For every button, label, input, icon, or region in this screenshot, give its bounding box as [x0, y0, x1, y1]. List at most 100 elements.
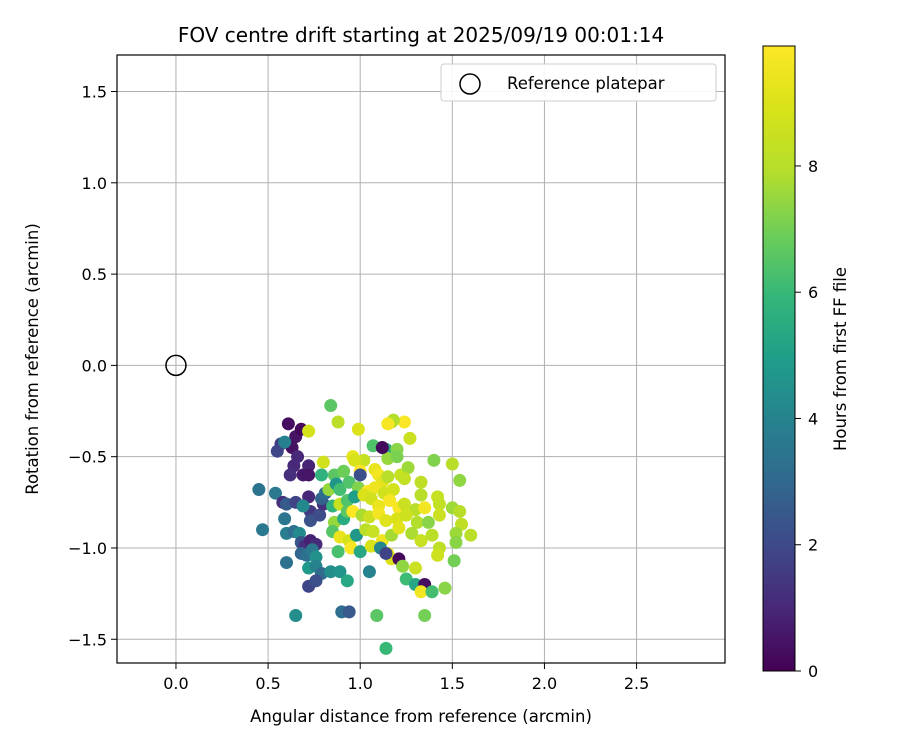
- colorbar-tick-label: 0: [808, 662, 818, 681]
- y-axis-label: Rotation from reference (arcmin): [23, 223, 42, 495]
- data-point: [414, 534, 428, 548]
- colorbar-label: Hours from first FF file: [831, 267, 850, 451]
- data-point: [370, 609, 384, 623]
- legend-marker: [459, 73, 481, 95]
- colorbar-tick-label: 8: [808, 157, 818, 176]
- x-axis-label: Angular distance from reference (arcmin): [250, 707, 592, 726]
- data-point: [453, 473, 467, 487]
- data-point: [270, 444, 284, 458]
- data-point: [291, 450, 305, 464]
- x-tick-label: 2.5: [624, 674, 649, 693]
- data-point: [357, 453, 371, 467]
- data-point: [445, 457, 459, 471]
- data-point: [337, 464, 351, 478]
- data-point: [362, 565, 376, 579]
- data-point: [414, 475, 428, 489]
- data-point: [464, 528, 478, 542]
- plot-frame: [116, 54, 726, 664]
- x-axis-ticks: 0.0 0.5 1.0 1.5 2.0 2.5: [163, 663, 649, 693]
- legend: Reference platepar: [440, 63, 717, 102]
- data-point: [438, 581, 452, 595]
- x-tick-label: 2.0: [532, 674, 557, 693]
- data-point: [353, 545, 367, 559]
- chart-title: FOV centre drift starting at 2025/09/19 …: [178, 23, 664, 47]
- data-point: [296, 499, 310, 513]
- legend-box: [440, 63, 717, 102]
- data-point: [414, 488, 428, 502]
- data-point: [381, 470, 395, 484]
- data-point: [396, 559, 410, 573]
- data-point: [418, 501, 432, 515]
- data-point: [449, 526, 463, 540]
- data-point: [353, 468, 367, 482]
- data-point: [302, 424, 316, 438]
- data-point: [449, 535, 463, 549]
- data-point: [302, 459, 316, 473]
- data-point: [316, 455, 330, 469]
- data-point: [399, 508, 413, 522]
- data-point: [447, 554, 461, 568]
- data-point: [431, 548, 445, 562]
- data-point: [379, 546, 393, 560]
- reference-platepar-marker: [165, 354, 187, 377]
- data-point: [425, 585, 439, 599]
- data-point: [381, 417, 395, 431]
- data-point: [418, 609, 432, 623]
- data-point: [427, 453, 441, 467]
- data-point: [414, 585, 428, 599]
- data-point: [421, 515, 435, 529]
- x-tick-label: 0.5: [255, 674, 280, 693]
- data-point: [392, 521, 406, 535]
- data-point: [331, 415, 345, 429]
- y-tick-label: −0.5: [68, 448, 107, 467]
- data-point: [289, 609, 303, 623]
- data-point: [379, 641, 393, 655]
- data-point: [309, 550, 323, 564]
- data-point: [410, 515, 424, 529]
- scatter-points: [252, 399, 478, 655]
- y-tick-label: −1.5: [68, 630, 107, 649]
- data-point: [405, 526, 419, 540]
- data-point: [432, 508, 446, 522]
- y-tick-label: 0.5: [82, 265, 107, 284]
- colorbar-ticks: 0 2 4 6 8: [795, 157, 818, 681]
- data-point: [331, 545, 345, 559]
- data-point: [397, 472, 411, 486]
- data-point: [333, 565, 347, 579]
- data-point: [324, 399, 338, 413]
- data-point: [256, 523, 270, 537]
- data-point: [390, 450, 404, 464]
- data-point: [309, 574, 323, 588]
- y-tick-label: 1.0: [82, 174, 107, 193]
- data-point: [278, 512, 292, 526]
- x-tick-label: 0.0: [163, 674, 188, 693]
- data-point: [383, 494, 397, 508]
- data-point: [375, 441, 389, 455]
- data-point: [281, 417, 295, 431]
- data-point: [432, 497, 446, 511]
- data-point: [425, 528, 439, 542]
- x-tick-label: 1.5: [440, 674, 465, 693]
- data-point: [408, 561, 422, 575]
- colorbar-tick-label: 6: [808, 283, 818, 302]
- data-point: [342, 605, 356, 619]
- data-point: [324, 565, 338, 579]
- data-point: [397, 415, 411, 429]
- data-point: [302, 468, 316, 482]
- data-point: [340, 574, 354, 588]
- grid-lines: [117, 55, 725, 663]
- data-point: [315, 468, 329, 482]
- data-point: [397, 497, 411, 511]
- data-point: [386, 483, 400, 497]
- data-point: [313, 508, 327, 522]
- data-point: [401, 461, 415, 475]
- data-point: [379, 514, 393, 528]
- y-tick-label: −1.0: [68, 539, 107, 558]
- y-axis-ticks: −1.5 −1.0 −0.5 0.0 0.5 1.0 1.5: [68, 83, 117, 649]
- data-point: [351, 422, 365, 436]
- x-tick-label: 1.0: [347, 674, 372, 693]
- data-point: [403, 431, 417, 445]
- data-point: [268, 486, 282, 500]
